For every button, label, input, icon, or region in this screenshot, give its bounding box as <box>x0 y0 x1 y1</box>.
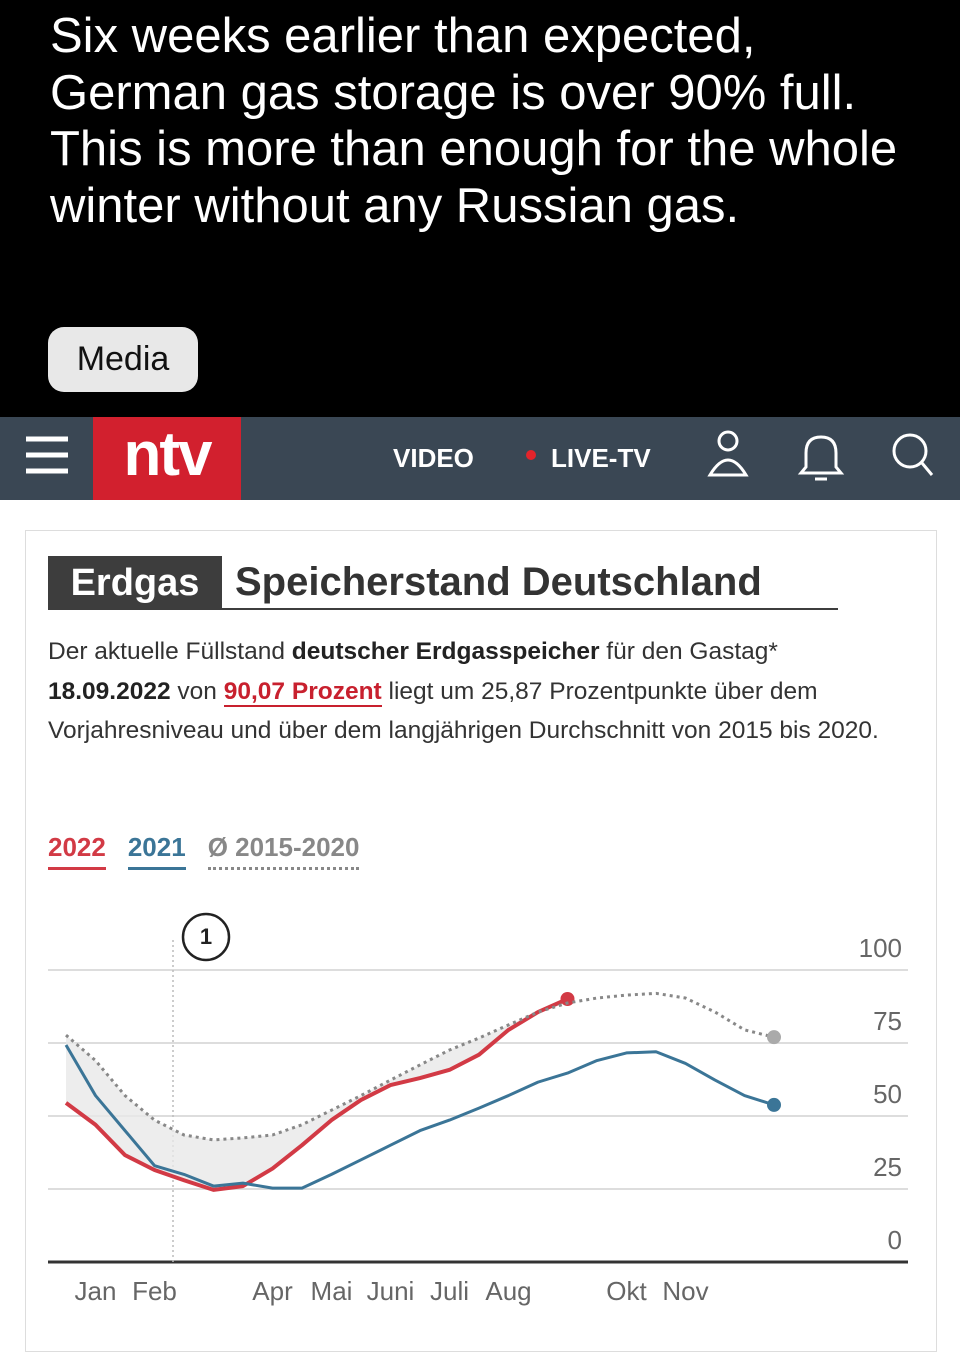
menu-icon[interactable] <box>20 417 80 500</box>
legend-item[interactable]: Ø 2015-2020 <box>207 832 360 870</box>
x-tick-label: Apr <box>252 1276 293 1306</box>
x-tick-label: Jan <box>75 1276 117 1306</box>
y-tick-label: 100 <box>859 933 902 963</box>
end-point <box>767 1097 781 1112</box>
legend-item[interactable]: 2021 <box>127 832 186 870</box>
legend-item[interactable]: 2022 <box>48 832 106 870</box>
x-tick-label: Juli <box>430 1276 469 1306</box>
x-tick-label: Nov <box>662 1276 708 1306</box>
end-point <box>560 991 575 1006</box>
y-tick-label: 0 <box>888 1225 902 1255</box>
nav-icons[interactable] <box>700 417 960 500</box>
live-dot <box>526 450 536 460</box>
post-text: Six weeks earlier than expected, German … <box>50 9 898 233</box>
nav-video[interactable]: VIDEO <box>393 443 474 473</box>
post-area: Six weeks earlier than expected, German … <box>0 0 960 417</box>
article-tag: Erdgas <box>48 556 222 610</box>
text: für den Gastag* <box>599 638 778 665</box>
text-bold: deutscher Erdgasspeicher <box>291 638 600 665</box>
series-line <box>64 997 569 1192</box>
nav-live[interactable]: LIVE-TV <box>551 443 651 473</box>
text-bold: 18.09.2022 <box>48 677 171 705</box>
media-button[interactable]: Media <box>48 327 198 392</box>
logo[interactable]: ntv <box>93 417 241 500</box>
gap-area <box>66 998 568 1190</box>
x-tick-label: Okt <box>606 1276 647 1306</box>
annotation: 1 <box>200 924 212 949</box>
annotation-circle <box>181 912 231 962</box>
x-tick-label: Juni <box>367 1276 415 1306</box>
article-title: Speicherstand Deutschland <box>235 560 762 604</box>
y-tick-label: 25 <box>873 1152 902 1182</box>
title-underline <box>48 608 838 610</box>
text: von <box>170 677 224 705</box>
text: Der aktuelle Füllstand <box>48 638 292 665</box>
x-tick-label: Mai <box>311 1276 353 1306</box>
legend: 2022 2021 Ø 2015-2020 <box>48 832 381 870</box>
text: liegt um 25,87 Prozentpunkte über dem Vo… <box>48 677 879 745</box>
article-paragraph: Der aktuelle Füllstand deutscher Erdgass… <box>48 632 898 751</box>
nav-bar: ntv VIDEO LIVE-TV <box>0 417 960 500</box>
text-highlight: 90,07 Prozent <box>223 677 382 707</box>
x-tick-label: Feb <box>132 1276 177 1306</box>
x-tick-label: Aug <box>485 1276 531 1306</box>
series-line <box>64 1044 775 1190</box>
y-tick-label: 50 <box>873 1079 902 1109</box>
end-point <box>767 1030 781 1045</box>
y-tick-label: 75 <box>873 1006 902 1036</box>
series-line <box>65 991 775 1142</box>
